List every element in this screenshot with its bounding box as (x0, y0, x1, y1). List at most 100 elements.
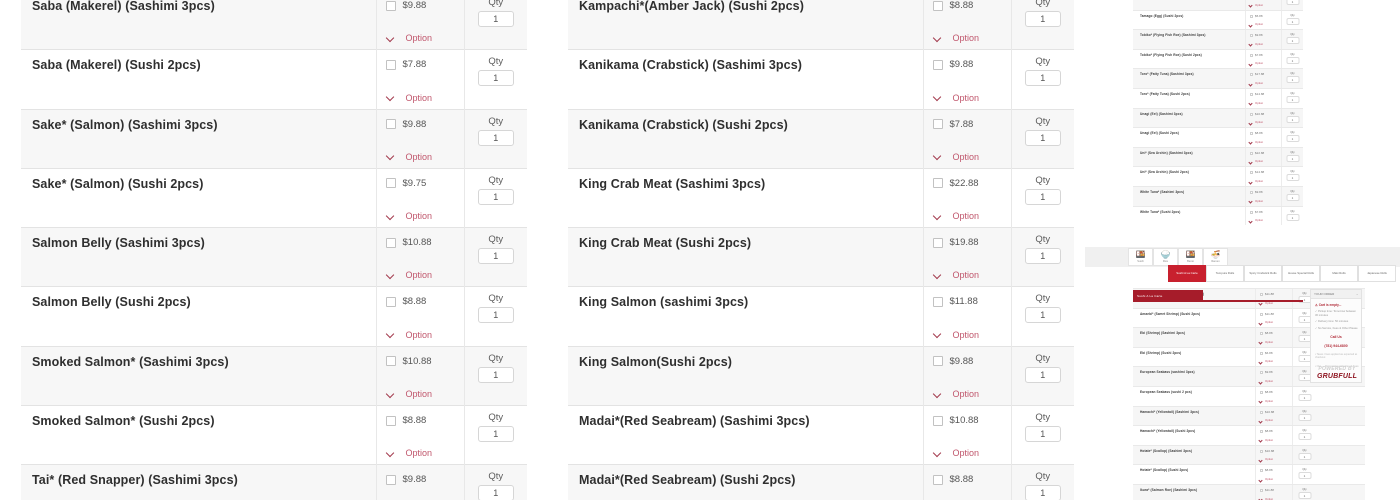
chevron-down-icon[interactable] (1259, 361, 1262, 363)
chevron-down-icon[interactable] (1259, 459, 1262, 461)
qty-input[interactable]: 1 (1286, 154, 1299, 162)
chevron-down-icon[interactable] (1259, 439, 1262, 441)
qty-input[interactable]: 1 (1286, 213, 1299, 221)
minimap-option-label[interactable]: Option (1265, 496, 1274, 500)
category-tab-strip[interactable]: Sushi A La Carte Tempura Rolls Spicy Crabs… (1168, 265, 1396, 282)
option-toggle[interactable]: Option (377, 389, 433, 399)
minimap-option-label[interactable]: Option (1255, 2, 1264, 7)
option-toggle[interactable]: Option (377, 93, 433, 103)
chevron-down-icon[interactable] (1249, 24, 1252, 26)
chevron-down-icon[interactable] (1259, 302, 1262, 304)
qty-input[interactable] (1024, 366, 1061, 383)
chevron-down-icon[interactable] (386, 330, 395, 339)
checkbox-unchecked-icon[interactable] (932, 356, 943, 367)
qty-input[interactable] (477, 11, 514, 27)
chevron-down-icon[interactable] (386, 152, 395, 161)
chevron-down-icon[interactable] (1249, 43, 1252, 45)
chevron-down-icon[interactable] (933, 390, 942, 399)
minimap-option-label[interactable]: Option (1265, 359, 1274, 364)
checkbox-unchecked-icon[interactable] (1260, 430, 1263, 434)
qty-input[interactable] (477, 129, 514, 146)
chevron-down-icon[interactable] (1249, 200, 1252, 202)
checkbox-unchecked-icon[interactable] (385, 59, 396, 70)
checkbox-unchecked-icon[interactable] (1250, 190, 1253, 194)
option-label[interactable]: Option (405, 270, 433, 281)
qty-input[interactable] (1024, 426, 1061, 443)
option-toggle[interactable]: Option (377, 211, 433, 221)
qty-input[interactable]: 1 (1286, 174, 1299, 182)
option-toggle[interactable]: Option (924, 270, 980, 280)
checkbox-unchecked-icon[interactable] (1260, 390, 1263, 394)
qty-input[interactable] (1024, 307, 1061, 324)
checkbox-unchecked-icon[interactable] (385, 237, 396, 248)
checkbox-unchecked-icon[interactable] (385, 296, 396, 307)
category-tab[interactable]: Tempura Rolls (1206, 265, 1244, 282)
checkbox-unchecked-icon[interactable] (932, 0, 943, 11)
option-label[interactable]: Option (405, 448, 433, 459)
qty-input[interactable] (477, 307, 514, 324)
qty-input[interactable] (1024, 129, 1061, 146)
chevron-down-icon[interactable] (1259, 400, 1262, 402)
chevron-down-icon[interactable] (933, 330, 942, 339)
qty-input[interactable]: 1 (1298, 472, 1311, 480)
qty-input[interactable]: 1 (1298, 413, 1311, 421)
checkbox-unchecked-icon[interactable] (1260, 410, 1263, 414)
minimap-option-label[interactable]: Option (1255, 22, 1264, 27)
checkbox-unchecked-icon[interactable] (385, 415, 396, 426)
qty-input[interactable] (477, 70, 514, 87)
minimap-option-label[interactable]: Option (1255, 61, 1264, 66)
minimap-option-label[interactable]: Option (1255, 120, 1264, 125)
qty-input[interactable]: 1 (1286, 0, 1299, 5)
minimap-option-label[interactable]: Option (1265, 300, 1274, 305)
qty-input[interactable] (1024, 70, 1061, 87)
minimap-option-label[interactable]: Option (1265, 418, 1274, 423)
minimap-option-label[interactable]: Option (1265, 320, 1274, 325)
checkbox-unchecked-icon[interactable] (932, 415, 943, 426)
chevron-down-icon[interactable] (1249, 181, 1252, 183)
option-toggle[interactable]: Option (377, 152, 433, 162)
qty-input[interactable] (1024, 485, 1061, 500)
option-label[interactable]: Option (405, 33, 433, 44)
option-label[interactable]: Option (952, 211, 980, 222)
option-toggle[interactable]: Option (924, 389, 980, 399)
qty-input[interactable] (477, 248, 514, 265)
chevron-down-icon[interactable] (1259, 381, 1262, 383)
checkbox-unchecked-icon[interactable] (1250, 34, 1253, 38)
option-label[interactable]: Option (405, 211, 433, 222)
option-label[interactable]: Option (952, 389, 980, 400)
checkbox-unchecked-icon[interactable] (1250, 171, 1253, 175)
checkbox-unchecked-icon[interactable] (1260, 351, 1263, 355)
minimap-option-label[interactable]: Option (1255, 80, 1264, 85)
chevron-down-icon[interactable] (1249, 4, 1252, 6)
minimap-option-label[interactable]: Option (1265, 476, 1274, 481)
category-tab[interactable]: House Special Rolls (1282, 265, 1320, 282)
qty-input[interactable]: 1 (1286, 56, 1299, 64)
qty-input[interactable] (1024, 248, 1061, 265)
cart-panel[interactable]: YOUR ORDER – ⚠ Cart is empty... ✓ Pickup… (1310, 289, 1362, 383)
checkbox-unchecked-icon[interactable] (932, 178, 943, 189)
minimap-option-label[interactable]: Option (1255, 198, 1264, 203)
chevron-down-icon[interactable] (386, 390, 395, 399)
option-toggle[interactable]: Option (377, 33, 433, 43)
option-toggle[interactable]: Option (924, 330, 980, 340)
minimap-option-label[interactable]: Option (1255, 41, 1264, 46)
qty-input[interactable]: 1 (1286, 37, 1299, 45)
option-label[interactable]: Option (952, 270, 980, 281)
checkbox-unchecked-icon[interactable] (1250, 132, 1253, 136)
chevron-down-icon[interactable] (1249, 63, 1252, 65)
category-tab[interactable]: Maki Rolls (1320, 265, 1358, 282)
chevron-down-icon[interactable] (1259, 479, 1262, 481)
minimap-option-label[interactable]: Option (1255, 100, 1264, 105)
checkbox-unchecked-icon[interactable] (932, 119, 943, 130)
checkbox-unchecked-icon[interactable] (1250, 53, 1253, 57)
category-icon-cell[interactable]: 🍱 Sushi (1128, 248, 1153, 266)
checkbox-unchecked-icon[interactable] (1260, 332, 1263, 336)
minimap-option-label[interactable]: Option (1255, 178, 1264, 183)
option-label[interactable]: Option (405, 329, 433, 340)
chevron-down-icon[interactable] (933, 34, 942, 43)
checkbox-unchecked-icon[interactable] (385, 119, 396, 130)
qty-input[interactable] (477, 188, 514, 205)
chevron-down-icon[interactable] (386, 212, 395, 221)
category-tab[interactable]: Spicy Crabstick Rolls (1244, 265, 1282, 282)
checkbox-unchecked-icon[interactable] (1250, 14, 1253, 18)
